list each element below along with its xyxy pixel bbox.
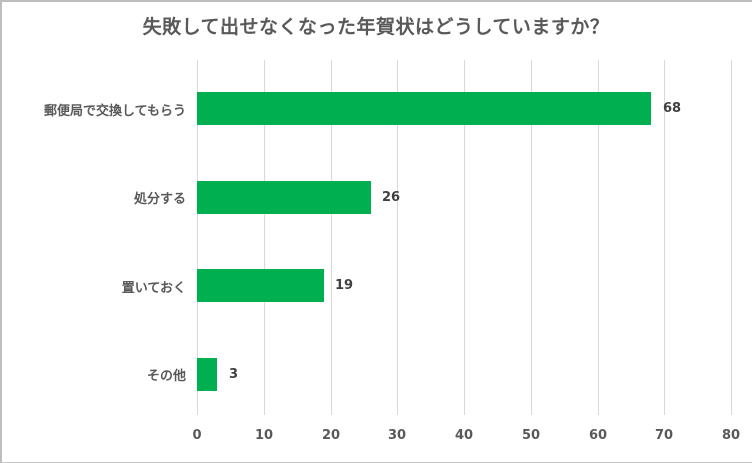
data-label-dispose: 26 bbox=[382, 190, 401, 205]
gridline-10 bbox=[263, 60, 265, 415]
x-tick-20: 20 bbox=[321, 428, 341, 443]
x-tick-0: 0 bbox=[192, 428, 202, 443]
x-tick-10: 10 bbox=[254, 428, 274, 443]
gridline-30 bbox=[397, 60, 399, 415]
bar-other bbox=[197, 358, 217, 391]
gridline-60 bbox=[597, 60, 599, 415]
x-tick-50: 50 bbox=[521, 428, 541, 443]
x-tick-60: 60 bbox=[588, 428, 608, 443]
x-tick-40: 40 bbox=[454, 428, 474, 443]
gridline-50 bbox=[530, 60, 532, 415]
x-tick-70: 70 bbox=[654, 428, 674, 443]
gridline-0 bbox=[197, 60, 198, 415]
bar-exchange-at-post-office bbox=[197, 92, 651, 125]
data-label-exchange: 68 bbox=[663, 101, 682, 116]
chart-title: 失敗して出せなくなった年賀状はどうしていますか？ bbox=[142, 16, 610, 38]
gridline-40 bbox=[464, 60, 465, 415]
gridline-70 bbox=[664, 60, 666, 415]
data-label-other: 3 bbox=[229, 367, 239, 382]
plot-area: 68 26 19 3 bbox=[197, 60, 732, 415]
x-tick-80: 80 bbox=[721, 428, 741, 443]
category-label-exchange: 郵便局で交換してもらう bbox=[44, 104, 186, 119]
data-label-keep: 19 bbox=[335, 278, 354, 293]
gridline-20 bbox=[330, 60, 332, 415]
category-label-dispose: 処分する bbox=[133, 192, 186, 207]
category-label-other: その他 bbox=[146, 369, 186, 384]
bar-keep bbox=[197, 269, 324, 302]
x-tick-30: 30 bbox=[387, 428, 407, 443]
bar-dispose bbox=[197, 181, 371, 214]
category-label-keep: 置いておく bbox=[121, 281, 186, 296]
gridline-80 bbox=[731, 60, 732, 415]
